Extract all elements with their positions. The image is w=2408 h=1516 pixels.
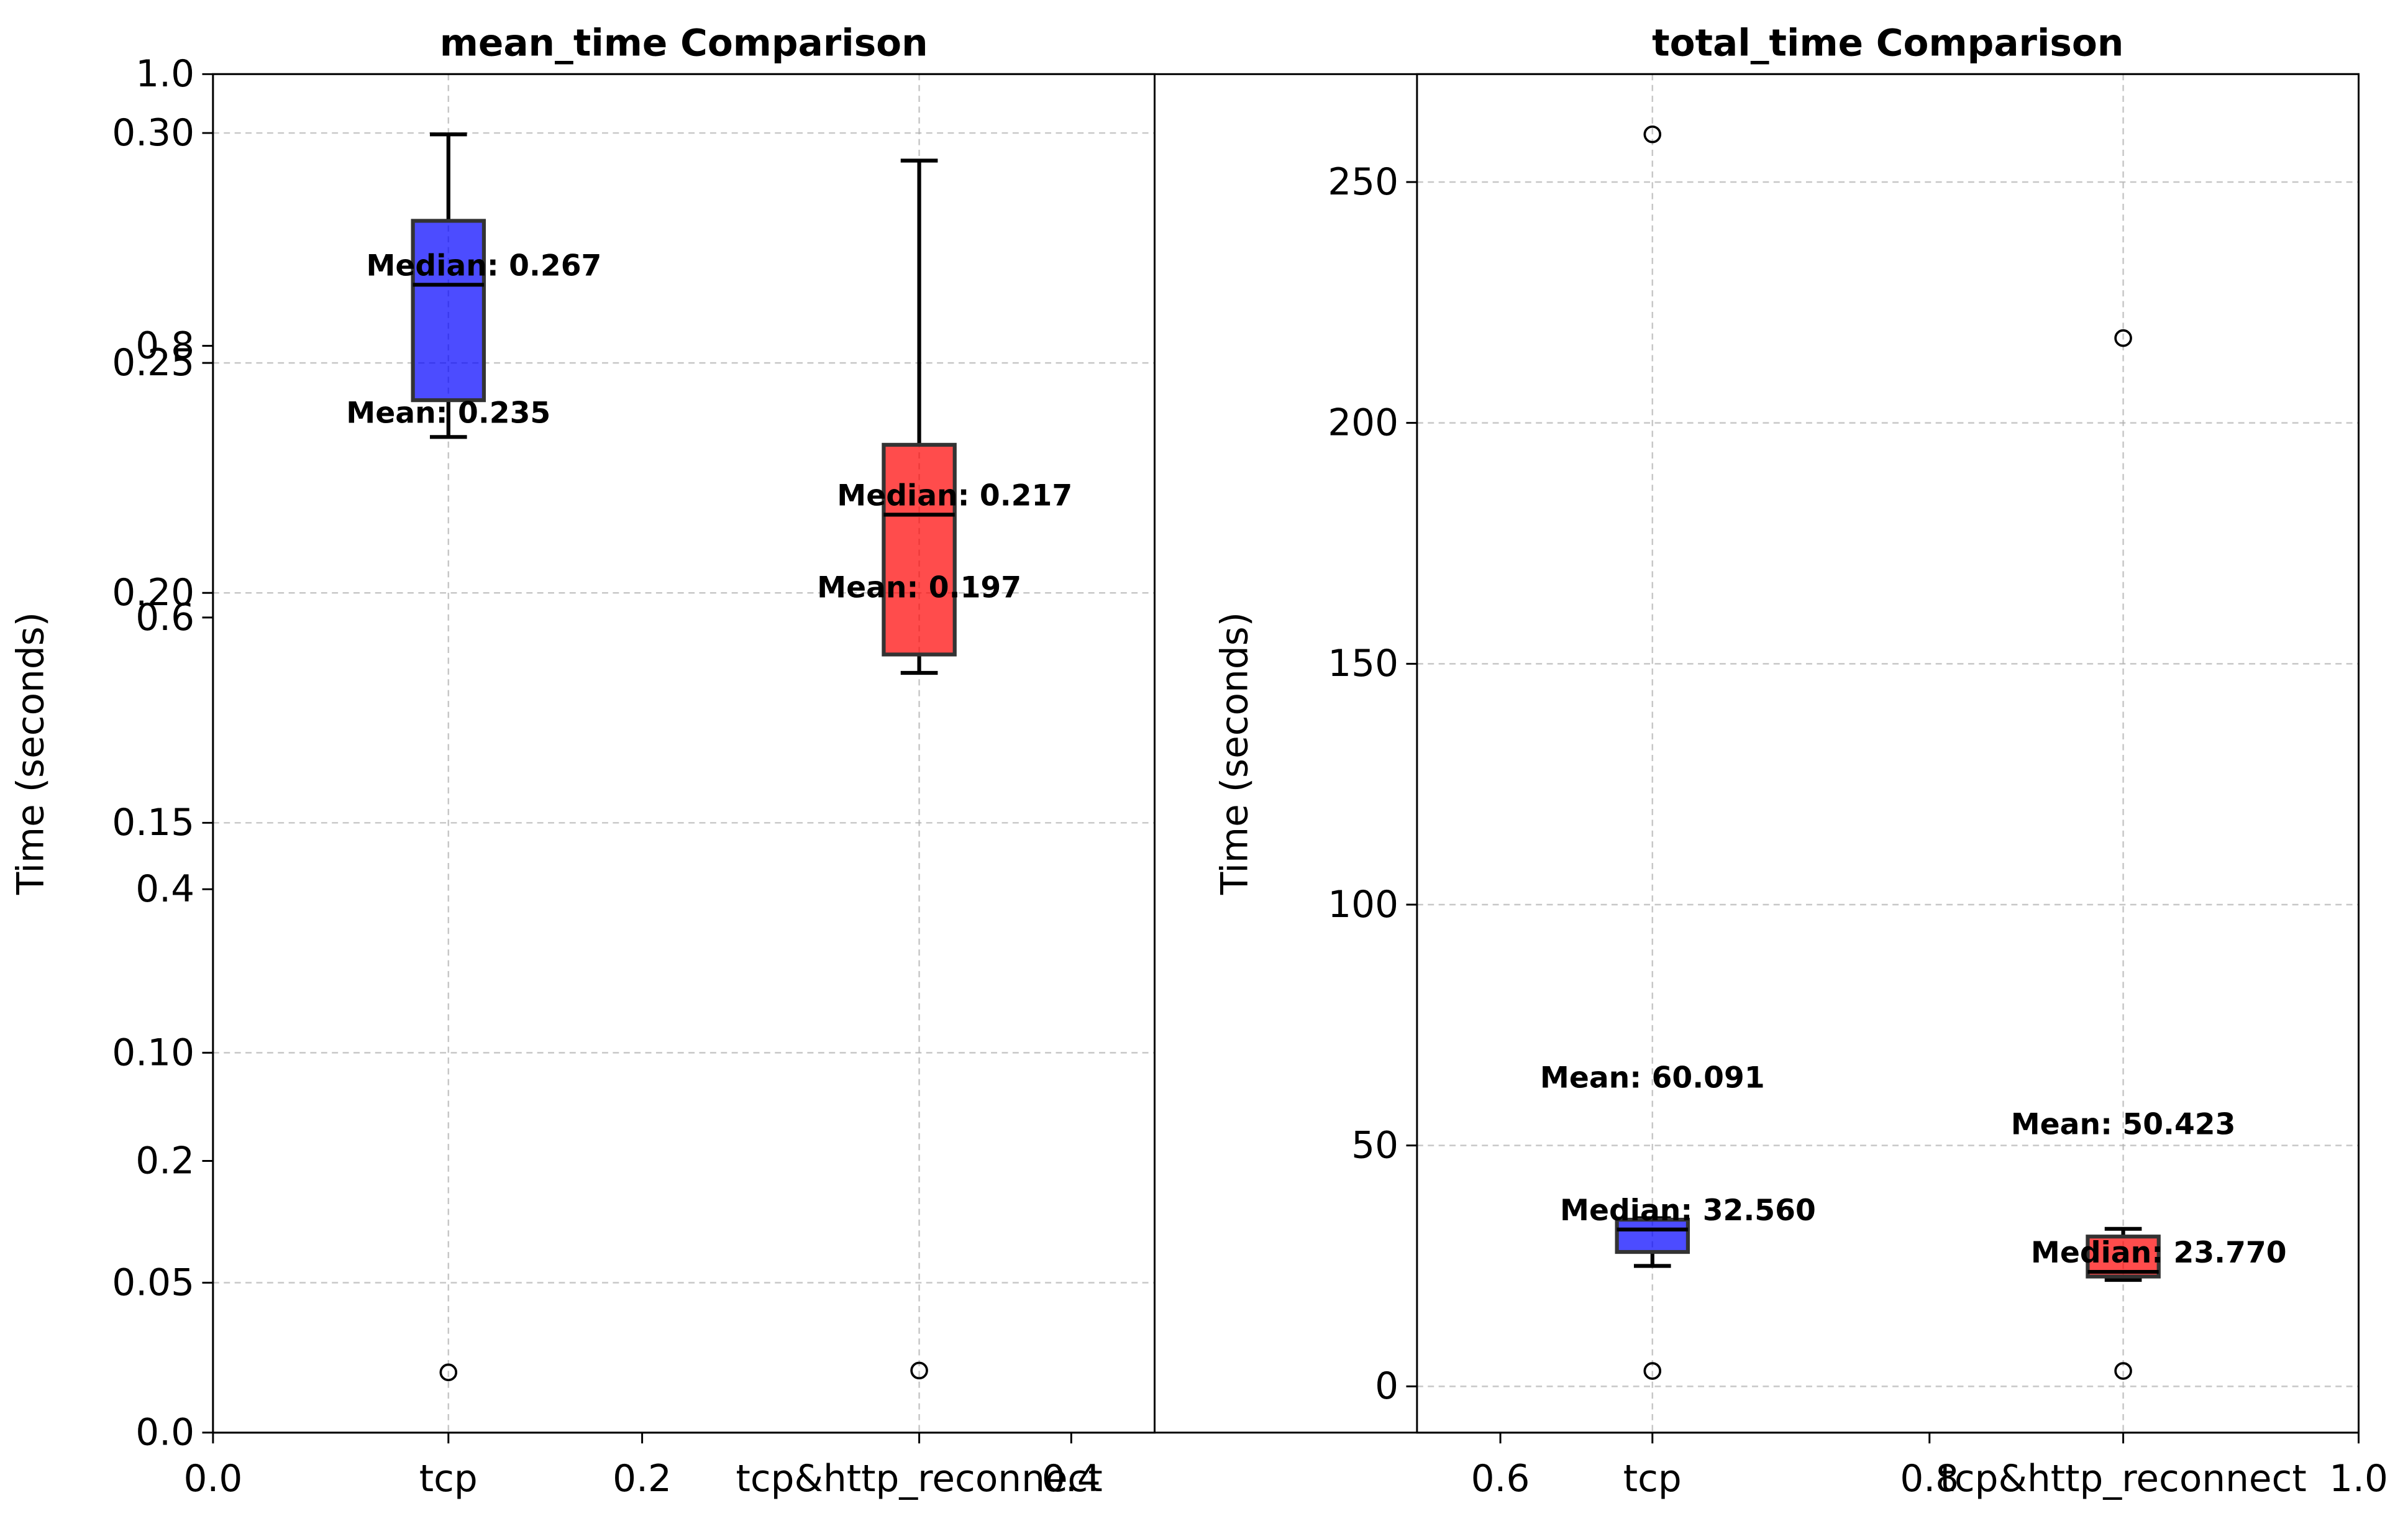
y-tick-label: 1.0 [135,53,194,96]
y-tick-label: 100 [1328,884,1398,926]
box [411,219,486,403]
x-tick-label: 0.4 [1042,1458,1101,1500]
x-tick-label: 1.0 [2329,1458,2388,1500]
y-tick-label: 0.6 [135,596,194,639]
x-tick-label: tcp [419,1458,478,1500]
y-tick-label: 0.20 [112,572,194,614]
y-tick-label: 0.10 [112,1031,194,1074]
flier [1643,1362,1662,1380]
y-tick-label: 0.05 [112,1261,194,1304]
mean-label: Mean: 60.091 [1540,1061,1765,1095]
median-label: Median: 0.267 [366,249,601,283]
y-tick-label: 0.25 [112,342,194,385]
x-tick-label: 0.6 [1471,1458,1530,1500]
x-tick-label: 0.0 [183,1458,242,1500]
y-tick-label: 0.2 [135,1139,194,1182]
y-tick-label: 0.4 [135,868,194,911]
chart-title: mean_time Comparison [440,22,928,65]
y-axis-label: Time (seconds) [10,612,53,895]
x-tick-label: 0.8 [1900,1458,1959,1500]
median-label: Median: 23.770 [2031,1236,2287,1270]
axes-frame [1416,73,2360,1434]
x-tick-label: tcp&http_reconnect [1940,1458,2306,1500]
y-tick-label: 50 [1351,1125,1398,1167]
x-tick-label: tcp [1623,1458,1682,1500]
x-tick-label: 0.2 [613,1458,672,1500]
y-axis-label: Time (seconds) [1214,612,1257,895]
box [1615,1217,1690,1254]
y-tick-label: 0.30 [112,112,194,155]
chart-title: total_time Comparison [1652,22,2123,65]
plot-area [212,74,1155,1433]
y-tick-label: 0.8 [135,324,194,367]
box [2086,1235,2161,1279]
median-label: Median: 0.217 [837,478,1072,513]
y-tick-label: 0 [1375,1365,1398,1408]
axes-frame [212,73,1156,1434]
flier [910,1361,928,1380]
y-tick-label: 200 [1328,402,1398,445]
box [882,442,957,657]
y-tick-label: 0.0 [135,1412,194,1454]
flier [1643,125,1662,144]
mean-label: Mean: 0.197 [817,571,1021,605]
flier [439,1363,458,1382]
flier [2114,1362,2132,1380]
y-tick-label: 250 [1328,161,1398,204]
y-tick-label: 150 [1328,642,1398,685]
x-tick-label: tcp&http_reconnect [736,1458,1102,1500]
y-tick-label: 0.15 [112,801,194,844]
median-label: Median: 32.560 [1560,1194,1816,1228]
mean-label: Mean: 0.235 [346,396,550,430]
plot-area [1416,74,2359,1433]
flier [2114,329,2132,347]
mean-label: Mean: 50.423 [2011,1107,2236,1141]
